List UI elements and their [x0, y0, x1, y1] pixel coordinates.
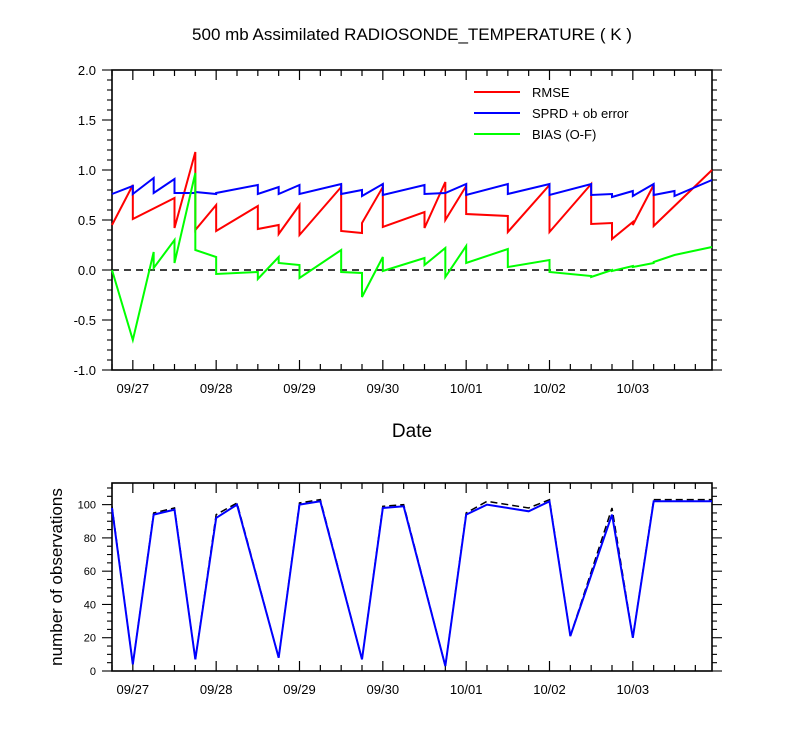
x-tick-label: 09/28 [200, 682, 233, 697]
series-line-sprd-ob-error [111, 175, 713, 199]
y-tick-label: 0.0 [78, 263, 96, 278]
legend-label: SPRD + ob error [532, 106, 629, 121]
series-line-observations-dashed [111, 498, 712, 667]
y-tick-label: 0.5 [78, 213, 96, 228]
series-line-bias-o-f [111, 172, 713, 344]
x-tick-label: 09/29 [283, 381, 316, 396]
plot-frame [111, 482, 713, 672]
y-tick-label: 1.0 [78, 163, 96, 178]
top-plot-series [111, 151, 713, 344]
y-axis-label-observations: number of observations [47, 488, 66, 666]
bottom-plot-series [111, 498, 712, 667]
y-tick-label: 1.5 [78, 113, 96, 128]
x-tick-label: 09/30 [367, 682, 400, 697]
series-line-rmse [111, 151, 713, 242]
x-tick-label: 10/01 [450, 381, 483, 396]
legend: RMSE SPRD + ob error BIAS (O-F) [474, 85, 629, 142]
y-tick-label: 0 [90, 666, 96, 678]
x-tick-label: 09/27 [117, 682, 150, 697]
y-tick-label: 40 [84, 599, 96, 611]
chart-title: 500 mb Assimilated RADIOSONDE_TEMPERATUR… [192, 25, 632, 44]
x-tick-label: 09/29 [283, 682, 316, 697]
x-tick-label: 10/03 [617, 682, 650, 697]
top-plot-axes: 09/27 09/28 09/29 09/30 10/01 10/02 10/03 -1.0 -… [74, 63, 722, 396]
legend-label: RMSE [532, 85, 570, 100]
x-tick-label: 10/03 [617, 381, 650, 396]
x-tick-label: 09/27 [117, 381, 150, 396]
x-tick-label: 10/02 [533, 381, 566, 396]
y-tick-label: -0.5 [74, 313, 96, 328]
x-tick-label: 09/28 [200, 381, 233, 396]
x-tick-label: 09/30 [367, 381, 400, 396]
series-line-observations-solid [111, 499, 712, 667]
y-tick-label: -1.0 [74, 363, 96, 378]
y-tick-label: 80 [84, 533, 96, 545]
legend-label: BIAS (O-F) [532, 127, 596, 142]
y-tick-label: 60 [84, 566, 96, 578]
y-tick-label: 20 [84, 633, 96, 645]
y-tick-label: 100 [78, 500, 96, 512]
x-tick-label: 10/01 [450, 682, 483, 697]
bottom-plot-axes: 09/27 09/28 09/29 09/30 10/01 10/02 10/03 0 20 40… [78, 482, 722, 697]
x-axis-label: Date [392, 421, 432, 442]
x-tick-label: 10/02 [533, 682, 566, 697]
y-tick-label: 2.0 [78, 63, 96, 78]
